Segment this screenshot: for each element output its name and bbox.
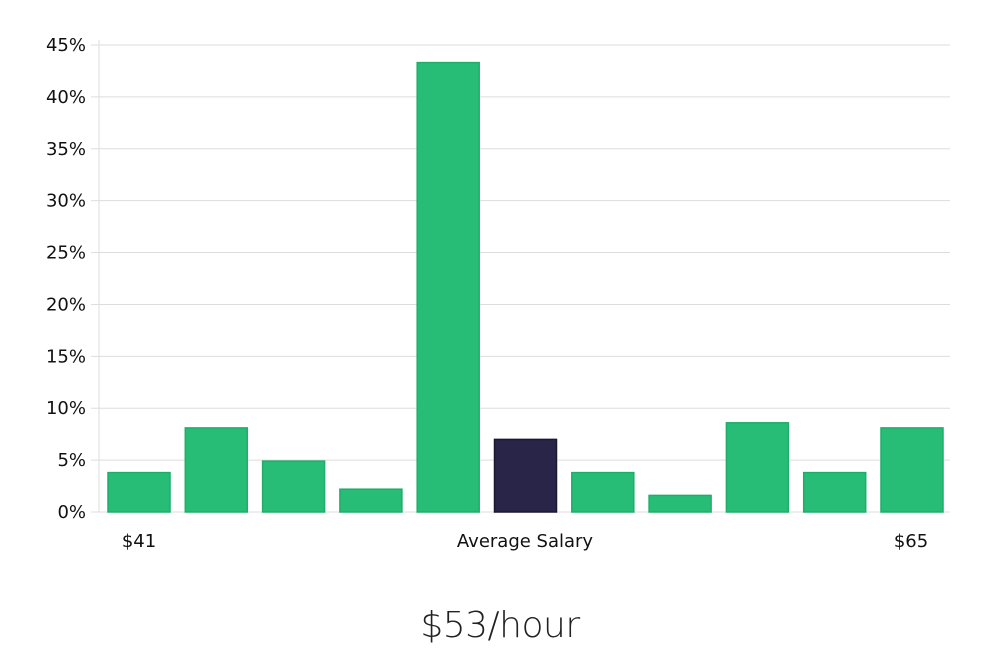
y-tick-label: 40%: [46, 87, 86, 108]
bar: [107, 471, 171, 513]
y-tick-label: 5%: [57, 450, 86, 471]
bar: [339, 488, 403, 513]
y-tick-label: 10%: [46, 398, 86, 419]
y-tick-label: 45%: [46, 35, 86, 56]
y-tick-label: 35%: [46, 139, 86, 160]
y-tick-label: 0%: [57, 502, 86, 523]
bar: [880, 427, 944, 513]
bar: [725, 422, 790, 513]
x-label-max: $65: [894, 531, 928, 552]
x-label-min: $41: [122, 531, 156, 552]
average-hourly-salary: $53/hour: [420, 605, 580, 646]
y-tick-label: 30%: [46, 191, 86, 212]
bar: [416, 61, 480, 513]
x-label-average: Average Salary: [457, 531, 594, 552]
bar: [261, 460, 326, 513]
bar: [648, 494, 712, 513]
y-tick-label: 20%: [46, 294, 86, 315]
bar-average-salary: [493, 438, 558, 513]
bar: [802, 471, 867, 513]
bar: [184, 427, 249, 513]
y-tick-label: 25%: [46, 243, 86, 264]
bars: [107, 61, 944, 513]
y-axis-ticks: 0% 5% 10% 15% 20% 25% 30% 35% 40% 45%: [46, 35, 99, 523]
y-tick-label: 15%: [46, 346, 86, 367]
bar: [571, 471, 635, 513]
salary-distribution-chart: 0% 5% 10% 15% 20% 25% 30% 35% 40% 45% $41 Average…: [46, 35, 950, 552]
